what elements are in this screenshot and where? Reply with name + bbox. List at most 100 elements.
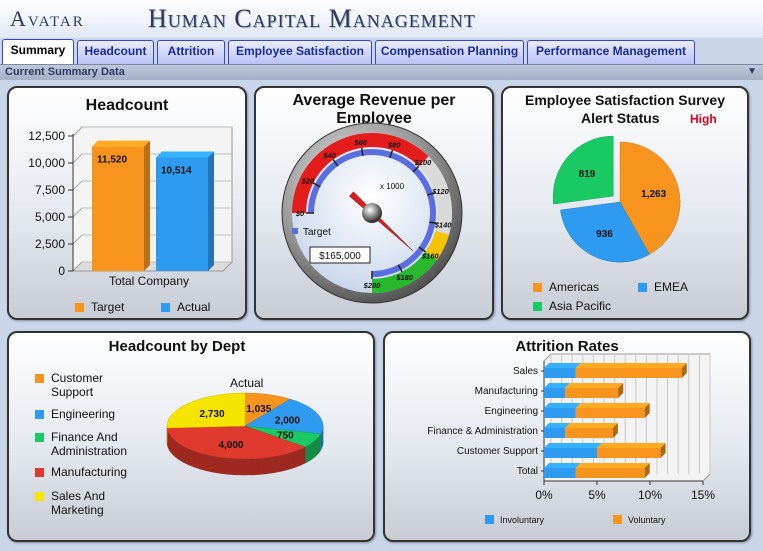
- gauge-tick: [312, 182, 321, 188]
- emea-swatch: [638, 283, 647, 292]
- headcount-title: Headcount: [85, 97, 169, 114]
- actual-swatch: [161, 303, 170, 312]
- dept-slice-side: [188, 448, 195, 468]
- attrition-bar-top: [544, 423, 571, 428]
- bar-top-actual: [156, 151, 214, 158]
- x-tick-label: 5%: [588, 488, 606, 502]
- y-category-label: Sales: [513, 366, 538, 377]
- satisfaction-slice: [552, 135, 614, 205]
- tab-compensation-planning[interactable]: Compensation Planning: [375, 40, 524, 64]
- satisfaction-title-2: Alert Status: [581, 110, 660, 126]
- attrition-title: Attrition Rates: [515, 338, 619, 355]
- tab-summary[interactable]: Summary: [2, 39, 74, 64]
- dept-slice-label: 2,000: [275, 415, 300, 426]
- gauge-target-label: Target: [303, 227, 331, 238]
- gauge-tick: [332, 159, 339, 167]
- dept-pie-label: Actual: [230, 376, 264, 390]
- dept-panel: Headcount by Dept Customer Support Engin…: [7, 331, 375, 542]
- tab-performance-management[interactable]: Performance Management: [527, 40, 695, 64]
- gauge-tick-label: $140: [434, 220, 453, 229]
- x-tick-label: 15%: [691, 488, 715, 502]
- legend-involuntary-label: Involuntary: [500, 515, 545, 525]
- section-title: Current Summary Data: [5, 66, 125, 78]
- headcount-panel: Headcount 0 2,500 5,000 7,500 10,000 12,500 11…: [7, 86, 247, 320]
- y-category-label: Total: [517, 466, 538, 477]
- triangle-down-icon[interactable]: ▼: [747, 66, 757, 77]
- americas-swatch: [533, 283, 542, 292]
- attrition-panel: Attrition Rates 0% 5% 10% 15% Sales Manufactu…: [383, 331, 751, 542]
- gauge-tick-label: $80: [387, 141, 401, 150]
- attrition-bar-side: [644, 403, 650, 418]
- legend-asia-pacific: Asia Pacific: [533, 299, 611, 313]
- gauge-tick-label: $200: [363, 281, 382, 290]
- legend-americas: Americas: [533, 280, 599, 294]
- brand-logo: Avatar: [10, 6, 85, 31]
- dept-slice-side: [266, 456, 275, 475]
- dept-slice-side: [299, 446, 306, 466]
- legend-finance: Finance And Administration: [35, 430, 135, 458]
- attrition-bar-top: [544, 443, 602, 448]
- satisfaction-panel: Employee Satisfaction Survey Alert Statu…: [501, 86, 749, 320]
- satisfaction-title-1: Employee Satisfaction Survey: [525, 92, 725, 108]
- finance-swatch: [35, 433, 44, 442]
- tab-employee-satisfaction[interactable]: Employee Satisfaction: [228, 40, 372, 64]
- attrition-bar-involuntary: [544, 448, 597, 458]
- attrition-bar-top: [575, 403, 650, 408]
- x-tick-label: 0%: [535, 488, 553, 502]
- attrition-bar-voluntary: [575, 368, 682, 378]
- gauge-tick: [426, 191, 436, 196]
- dept-slice-label: 2,730: [200, 409, 225, 420]
- tab-attrition[interactable]: Attrition: [157, 40, 225, 64]
- legend-manufacturing: Manufacturing: [35, 465, 145, 479]
- grid-diag: [72, 261, 83, 272]
- gauge-value-label: $165,000: [319, 251, 361, 262]
- dept-slice-side: [273, 454, 282, 473]
- tab-headcount[interactable]: Headcount: [77, 40, 154, 64]
- legend-emea: EMEA: [638, 280, 688, 294]
- revenue-panel: Average Revenue per Employee $0 $20 $40 $60…: [254, 86, 494, 320]
- legend-sales-marketing: Sales And Marketing: [35, 489, 125, 517]
- bar-side-target: [144, 140, 150, 271]
- x-category-label: Total Company: [109, 274, 189, 288]
- voluntary-swatch: [613, 515, 622, 524]
- attrition-bar-top: [544, 463, 581, 468]
- dept-slice-side: [193, 450, 201, 470]
- attrition-bar-top: [575, 463, 650, 468]
- legend-target-label: Target: [91, 300, 125, 314]
- bar-actual: [156, 157, 208, 271]
- dept-slice-side: [287, 451, 295, 470]
- legend-customer-support: Customer Support: [35, 371, 125, 399]
- gauge-tick-label: $100: [414, 158, 433, 167]
- section-header: Current Summary Data ▼: [0, 64, 763, 80]
- attrition-bar-top: [575, 363, 687, 368]
- gauge-tick: [418, 246, 426, 253]
- sales-marketing-swatch: [35, 492, 44, 501]
- app-title: Human Capital Management: [148, 4, 476, 33]
- gauge-tick: [412, 165, 420, 173]
- attrition-chart: 0% 5% 10% 15% Sales Manufacturing Engineering F…: [427, 353, 715, 525]
- y-tick-label: 2,500: [35, 237, 65, 251]
- dept-slice: [166, 425, 306, 460]
- headcount-chart: 0 2,500 5,000 7,500 10,000 12,500 11,520 10,514…: [28, 126, 234, 288]
- dept-pie: 1,035 2,000 750 4,000 2,730: [166, 392, 324, 476]
- dept-slice-side: [293, 449, 301, 469]
- y-tick-label: 12,500: [28, 129, 65, 143]
- tab-bar: Summary Headcount Attrition Employee Sat…: [0, 39, 763, 64]
- bar-value-label: 10,514: [161, 165, 192, 176]
- dept-slice-side: [206, 454, 214, 473]
- grid-diag: [72, 207, 83, 218]
- gauge-tick-label: $20: [301, 176, 315, 185]
- dept-slice-side: [280, 453, 289, 472]
- dept-slice: [166, 392, 246, 429]
- attrition-bar-top: [597, 443, 666, 448]
- dept-slice-side: [243, 458, 252, 476]
- dept-slice: [244, 398, 324, 435]
- gauge-tick-label: $180: [395, 273, 414, 282]
- gauge-band-red: [292, 133, 429, 213]
- bar-value-label: 11,520: [97, 155, 127, 166]
- satisfaction-slice: [560, 201, 650, 263]
- target-swatch: [75, 303, 84, 312]
- bar-target: [92, 146, 144, 271]
- y-tick-label: 5,000: [35, 210, 65, 224]
